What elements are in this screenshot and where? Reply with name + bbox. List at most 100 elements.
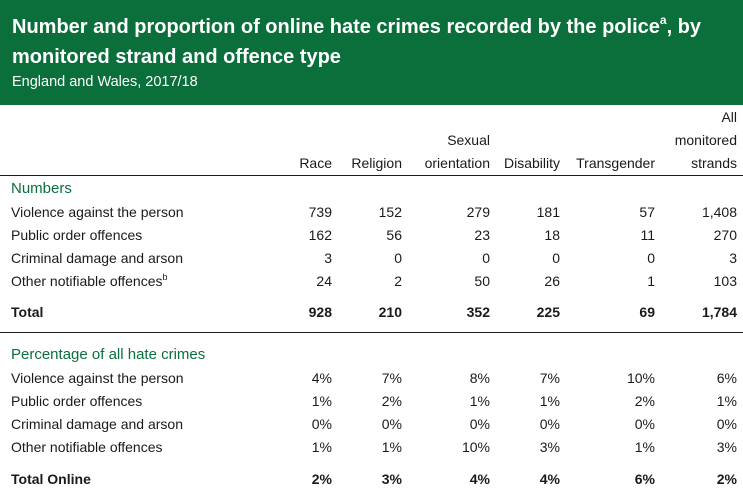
total-cell: 2%	[661, 458, 743, 500]
table-cell: 152	[338, 200, 408, 223]
table-cell: 0%	[566, 412, 661, 435]
table-cell: 6%	[661, 366, 743, 389]
table-cell: 1	[566, 269, 661, 292]
total-cell: 352	[408, 292, 496, 333]
column-header-line: Race	[299, 155, 332, 171]
column-header-line: Transgender	[576, 155, 655, 171]
table-cell: 1%	[408, 389, 496, 412]
table-cell: 10%	[408, 435, 496, 458]
table-cell: 0	[566, 246, 661, 269]
table-cell: 279	[408, 200, 496, 223]
column-header-row: Race Religion Sexual orientation Disabili…	[0, 106, 743, 176]
table-cell: 3	[661, 246, 743, 269]
total-cell: 3%	[338, 458, 408, 500]
table-cell: 56	[338, 223, 408, 246]
total-cell: 2%	[258, 458, 338, 500]
table-cell: 1%	[258, 435, 338, 458]
title-footnote-marker: a	[660, 13, 667, 27]
column-header: Disability	[496, 106, 566, 176]
total-cell: 69	[566, 292, 661, 333]
table-cell: 7%	[338, 366, 408, 389]
table-cell: 0%	[338, 412, 408, 435]
table-cell: 2	[338, 269, 408, 292]
table-cell: 2%	[338, 389, 408, 412]
table-cell: 181	[496, 200, 566, 223]
table-cell: 0%	[496, 412, 566, 435]
table-cell: 23	[408, 223, 496, 246]
table-cell: 7%	[496, 366, 566, 389]
row-label: Criminal damage and arson	[0, 246, 258, 269]
row-label-text: Other notifiable offences	[11, 439, 163, 455]
table-cell: 103	[661, 269, 743, 292]
section-heading: Numbers	[0, 176, 743, 201]
row-label: Public order offences	[0, 223, 258, 246]
table-cell: 270	[661, 223, 743, 246]
column-header-line: Religion	[351, 155, 402, 171]
column-header-line: Sexual	[447, 132, 490, 148]
row-label-text: Criminal damage and arson	[11, 416, 183, 432]
table-title: Number and proportion of online hate cri…	[12, 12, 732, 72]
column-header: Race	[258, 106, 338, 176]
table-cell: 0	[338, 246, 408, 269]
table-cell: 11	[566, 223, 661, 246]
table-cell: 10%	[566, 366, 661, 389]
table-cell: 162	[258, 223, 338, 246]
table-cell: 1,408	[661, 200, 743, 223]
column-header: Religion	[338, 106, 408, 176]
table-cell: 57	[566, 200, 661, 223]
section-heading-row: Numbers	[0, 176, 743, 201]
hate-crime-table: Race Religion Sexual orientation Disabili…	[0, 106, 743, 500]
title-text: Number and proportion of online hate cri…	[12, 16, 660, 38]
column-header-blank	[0, 106, 258, 176]
table-cell: 3%	[661, 435, 743, 458]
column-header: Transgender	[566, 106, 661, 176]
table-header-banner: Number and proportion of online hate cri…	[0, 0, 743, 103]
row-label-text: Other notifiable offences	[11, 273, 163, 289]
header-divider	[0, 103, 743, 105]
row-label: Violence against the person	[0, 200, 258, 223]
column-header-line: Disability	[504, 155, 560, 171]
row-label: Other notifiable offences	[0, 435, 258, 458]
table-cell: 50	[408, 269, 496, 292]
spacer-row	[0, 333, 743, 343]
table-cell: 4%	[258, 366, 338, 389]
column-header-line: strands	[691, 155, 737, 171]
table-cell: 0	[496, 246, 566, 269]
column-header-line: monitored	[675, 132, 737, 148]
table-cell: 24	[258, 269, 338, 292]
table-cell: 0%	[661, 412, 743, 435]
total-cell: 6%	[566, 458, 661, 500]
table-cell: 1%	[661, 389, 743, 412]
row-label-text: Public order offences	[11, 393, 142, 409]
section-heading: Percentage of all hate crimes	[0, 342, 743, 366]
footnote-marker: b	[163, 272, 168, 282]
row-label: Violence against the person	[0, 366, 258, 389]
table-cell: 26	[496, 269, 566, 292]
table-cell: 0	[408, 246, 496, 269]
total-label: Total Online	[0, 458, 258, 500]
row-label: Criminal damage and arson	[0, 412, 258, 435]
column-header-line: orientation	[425, 155, 490, 171]
table-cell: 1%	[338, 435, 408, 458]
table-cell: 8%	[408, 366, 496, 389]
table-cell: 18	[496, 223, 566, 246]
row-label: Other notifiable offencesb	[0, 269, 258, 292]
total-cell: 4%	[496, 458, 566, 500]
total-cell: 1,784	[661, 292, 743, 333]
table-cell: 1%	[258, 389, 338, 412]
row-label-text: Public order offences	[11, 227, 142, 243]
row-label: Public order offences	[0, 389, 258, 412]
total-cell: 225	[496, 292, 566, 333]
total-label: Total	[0, 292, 258, 333]
column-header: Sexual orientation	[408, 106, 496, 176]
spacer-cell	[0, 333, 743, 343]
table-cell: 739	[258, 200, 338, 223]
